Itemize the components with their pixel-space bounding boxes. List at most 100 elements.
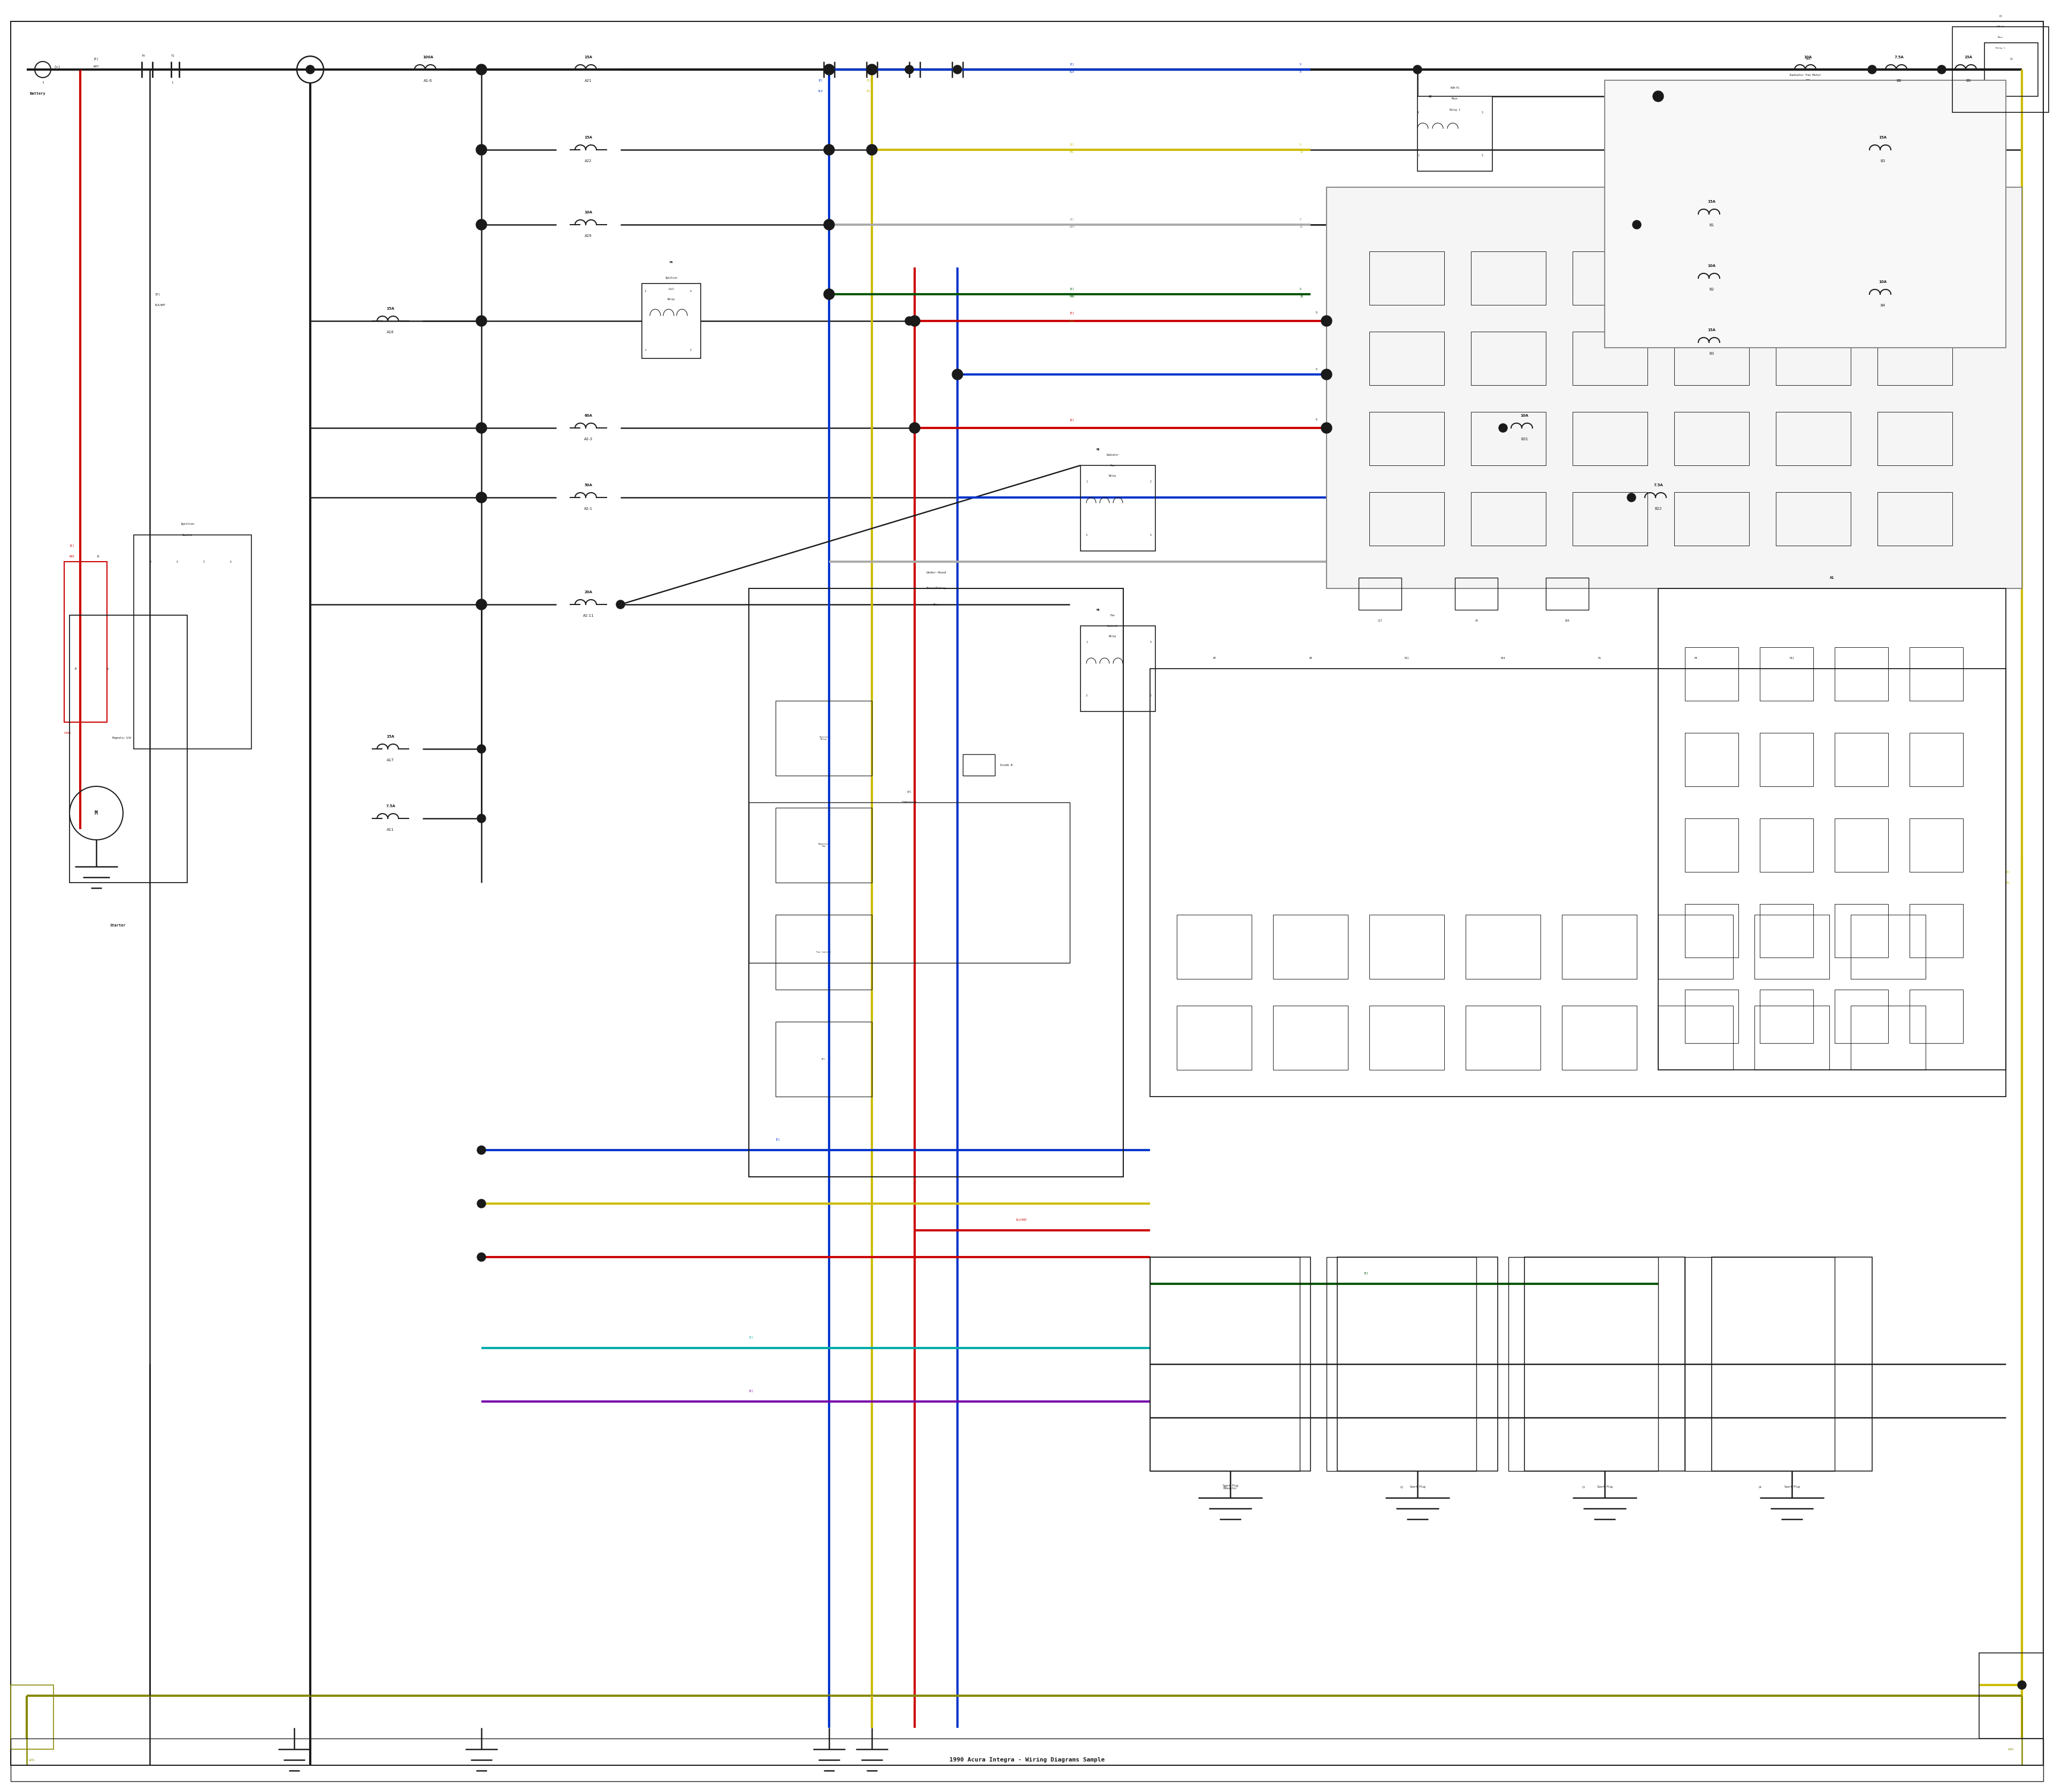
Text: WHT: WHT	[94, 66, 99, 68]
Text: 10A: 10A	[1520, 414, 1528, 418]
Text: 15: 15	[97, 556, 99, 557]
Bar	[1851, 914, 1927, 978]
Circle shape	[953, 65, 961, 73]
Text: Magnetic S/W: Magnetic S/W	[113, 737, 131, 740]
Text: Relay: Relay	[1109, 475, 1117, 477]
Text: 20A: 20A	[585, 591, 592, 593]
Bar	[1980, 1652, 2044, 1738]
Text: Radiator
Fan: Radiator Fan	[817, 842, 830, 848]
Text: 10A: 10A	[1805, 57, 1810, 61]
Bar	[1777, 493, 1851, 545]
Text: Starter: Starter	[109, 925, 125, 926]
Text: [E]: [E]	[750, 1337, 754, 1339]
Text: L5: L5	[1999, 14, 2003, 18]
Text: 12: 12	[1300, 151, 1302, 154]
Bar	[1910, 647, 1964, 701]
Text: Relay: Relay	[668, 297, 676, 301]
Text: A2-1: A2-1	[583, 507, 594, 511]
Text: YEL: YEL	[867, 90, 871, 91]
Bar	[1674, 251, 1750, 305]
Circle shape	[824, 289, 834, 299]
Text: T1: T1	[170, 56, 175, 57]
Text: 10A: 10A	[583, 211, 592, 213]
Circle shape	[2017, 1681, 2025, 1690]
Text: 10A: 10A	[1707, 263, 1715, 267]
Bar	[1573, 332, 1647, 385]
Text: Fan Control: Fan Control	[815, 952, 832, 953]
Text: P11: P11	[1405, 656, 1409, 659]
Bar	[1674, 412, 1750, 466]
Circle shape	[1323, 371, 1331, 378]
Bar	[1273, 914, 1347, 978]
Text: 15A: 15A	[585, 136, 592, 140]
Text: C408: C408	[64, 731, 72, 735]
Text: [E]: [E]	[2007, 871, 2011, 873]
Bar	[1358, 577, 1401, 609]
Bar	[64, 561, 107, 722]
Circle shape	[477, 317, 485, 324]
Text: 100A: 100A	[423, 56, 433, 59]
Text: C17: C17	[1378, 620, 1382, 622]
Text: B22: B22	[1656, 507, 1662, 511]
Text: A/C: A/C	[822, 1057, 826, 1061]
Text: Control: Control	[1107, 625, 1117, 627]
Circle shape	[1499, 423, 1508, 432]
Text: B1: B1	[1709, 224, 1715, 228]
Text: P4: P4	[1695, 656, 1697, 659]
Bar	[1658, 588, 2007, 1070]
Text: Fuse/Relay: Fuse/Relay	[926, 588, 947, 590]
Text: [E]: [E]	[750, 1389, 754, 1392]
Bar	[1080, 625, 1154, 711]
Text: [E]: [E]	[1070, 312, 1074, 314]
Text: L5: L5	[2009, 57, 2013, 61]
Bar	[1573, 251, 1647, 305]
Bar	[1684, 647, 1738, 701]
Text: [E]: [E]	[1070, 219, 1074, 220]
Text: [E]: [E]	[1070, 287, 1074, 290]
Text: A1: A1	[1830, 575, 1834, 579]
Bar	[1674, 493, 1750, 545]
Bar	[1777, 332, 1851, 385]
Text: Fan: Fan	[1111, 615, 1115, 616]
Text: T4: T4	[142, 56, 146, 57]
Text: P8: P8	[1308, 656, 1313, 659]
Circle shape	[477, 423, 487, 434]
Bar	[750, 803, 1070, 962]
Text: Spark Plug: Spark Plug	[1409, 1486, 1425, 1489]
Text: RED: RED	[1070, 426, 1074, 430]
Circle shape	[477, 423, 485, 432]
Bar	[1877, 493, 1953, 545]
Circle shape	[1321, 315, 1331, 326]
Text: B4: B4	[1879, 305, 1886, 306]
Bar	[1984, 43, 2038, 97]
Text: B8: B8	[1896, 79, 1902, 82]
Text: [E]: [E]	[1070, 63, 1074, 66]
Text: Relay 1: Relay 1	[1450, 108, 1460, 111]
Text: B2: B2	[1709, 289, 1715, 290]
Bar	[1684, 819, 1738, 873]
Text: A16: A16	[386, 330, 394, 333]
Text: (+): (+)	[53, 65, 60, 68]
Bar	[1910, 903, 1964, 957]
Bar	[1177, 914, 1251, 978]
Text: B3: B3	[1709, 351, 1715, 355]
Circle shape	[477, 317, 485, 324]
Text: Fuse/Relay: Fuse/Relay	[1664, 197, 1686, 199]
Bar	[1524, 1256, 1684, 1471]
Bar	[1471, 493, 1547, 545]
Bar	[1471, 251, 1547, 305]
Bar	[1684, 989, 1738, 1043]
Bar	[1471, 332, 1547, 385]
Text: L5: L5	[1428, 95, 1432, 97]
Bar	[1910, 989, 1964, 1043]
Text: B2: B2	[1656, 235, 1660, 238]
Bar	[1684, 733, 1738, 787]
Text: Under-Hood: Under-Hood	[926, 572, 947, 573]
Text: B3: B3	[1879, 159, 1886, 163]
Bar	[1777, 412, 1851, 466]
Circle shape	[477, 145, 487, 156]
Bar	[1910, 819, 1964, 873]
Text: [E]: [E]	[94, 57, 99, 61]
Text: [E]: [E]	[1070, 143, 1074, 145]
Text: 10A: 10A	[1653, 211, 1662, 213]
